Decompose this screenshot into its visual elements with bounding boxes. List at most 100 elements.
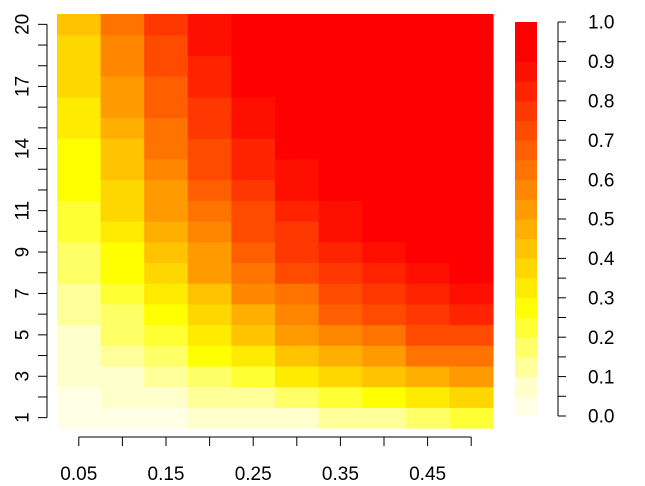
heatmap-cell [144,96,189,119]
heatmap-cell [405,365,450,388]
heatmap-cell [100,221,145,243]
heatmap-cell [57,117,102,139]
colorbar-swatch [515,356,537,377]
heatmap-cell [100,386,145,408]
heatmap-cell [405,386,450,408]
heatmap-cell [231,76,276,98]
heatmap-cell [144,345,189,367]
heatmap-cell [57,14,102,36]
heatmap-cell [405,96,450,119]
colorbar-swatch [515,22,537,43]
heatmap-cell [144,303,189,326]
y-tick-label: 11 [13,201,34,221]
heatmap-cell [449,407,494,429]
heatmap-cell [231,365,276,388]
heatmap-cell [144,221,189,243]
heatmap-cell [362,14,407,36]
colorbar-swatch [515,219,537,240]
heatmap-cell [57,241,102,263]
heatmap-cell [449,14,494,36]
heatmap-cell [449,200,494,222]
heatmap-cell [187,324,232,346]
colorbar-swatch [515,179,537,200]
heatmap-cell [144,14,189,36]
heatmap-cell [275,55,320,77]
heatmap-cell [231,241,276,263]
colorbar-tick-label: 0.8 [588,91,614,112]
heatmap-cell [275,365,320,388]
colorbar-swatch [515,159,537,180]
heatmap-cell [449,117,494,139]
heatmap-cell [57,262,102,284]
heatmap-cell [449,262,494,284]
colorbar-swatch [515,100,537,121]
heatmap-cell [57,365,102,388]
heatmap-cell [362,241,407,263]
heatmap-cell [57,55,102,77]
heatmap-cell [405,14,450,36]
heatmap-cell [144,386,189,408]
heatmap-cell [144,179,189,201]
heatmap-cell [187,158,232,181]
heatmap-cell [187,117,232,139]
colorbar-swatch [515,81,537,102]
heatmap-cell [100,407,145,429]
heatmap-cell [275,14,320,36]
heatmap-cell [144,138,189,160]
heatmap-cell [231,14,276,36]
heatmap-cell [318,138,363,160]
heatmap-cell [187,76,232,98]
heatmap-cell [318,221,363,243]
heatmap-cell [100,34,145,56]
heatmap-cell [187,221,232,243]
heatmap-cell [57,158,102,181]
heatmap-cell [100,324,145,346]
heatmap-cell [362,283,407,305]
heatmap-cell [405,241,450,263]
heatmap-cell [449,179,494,201]
heatmap-cell [57,345,102,367]
heatmap-cell [405,76,450,98]
heatmap-cell [100,303,145,326]
heatmap-cell [318,14,363,36]
heatmap-cell [275,283,320,305]
heatmap-cell [362,303,407,326]
heatmap-cell [362,221,407,243]
heatmap-cell [318,200,363,222]
heatmap-cell [187,200,232,222]
heatmap-cell [405,324,450,346]
heatmap-cell [318,324,363,346]
heatmap-cell [275,303,320,326]
heatmap-cell [57,200,102,222]
heatmap-cell [144,365,189,388]
heatmap-cell [405,200,450,222]
heatmap-cell [100,117,145,139]
y-tick-label: 1 [13,412,34,423]
y-tick-label: 17 [13,76,34,97]
heatmap-cell [449,386,494,408]
colorbar-swatch [515,140,537,161]
heatmap-cell [275,200,320,222]
x-tick-label: 0.35 [322,464,359,485]
heatmap-cell [275,34,320,56]
heatmap-cell [405,407,450,429]
y-tick-label: 3 [13,371,34,382]
heatmap-cell [449,365,494,388]
heatmap-cell [362,345,407,367]
heatmap-cell [231,34,276,56]
heatmap-cell [362,34,407,56]
colorbar-swatch [515,120,537,141]
heatmap-cell [231,179,276,201]
heatmap-cell [57,34,102,56]
heatmap-cell [57,386,102,408]
heatmap-cell [275,117,320,139]
heatmap-cell [144,407,189,429]
heatmap-cell [362,55,407,77]
heatmap-cell [231,303,276,326]
heatmap-cell [231,96,276,119]
heatmap-cell [318,345,363,367]
heatmap-cell [100,76,145,98]
heatmap-cell [231,200,276,222]
heatmap-cell [57,179,102,201]
heatmap-cell [187,96,232,119]
